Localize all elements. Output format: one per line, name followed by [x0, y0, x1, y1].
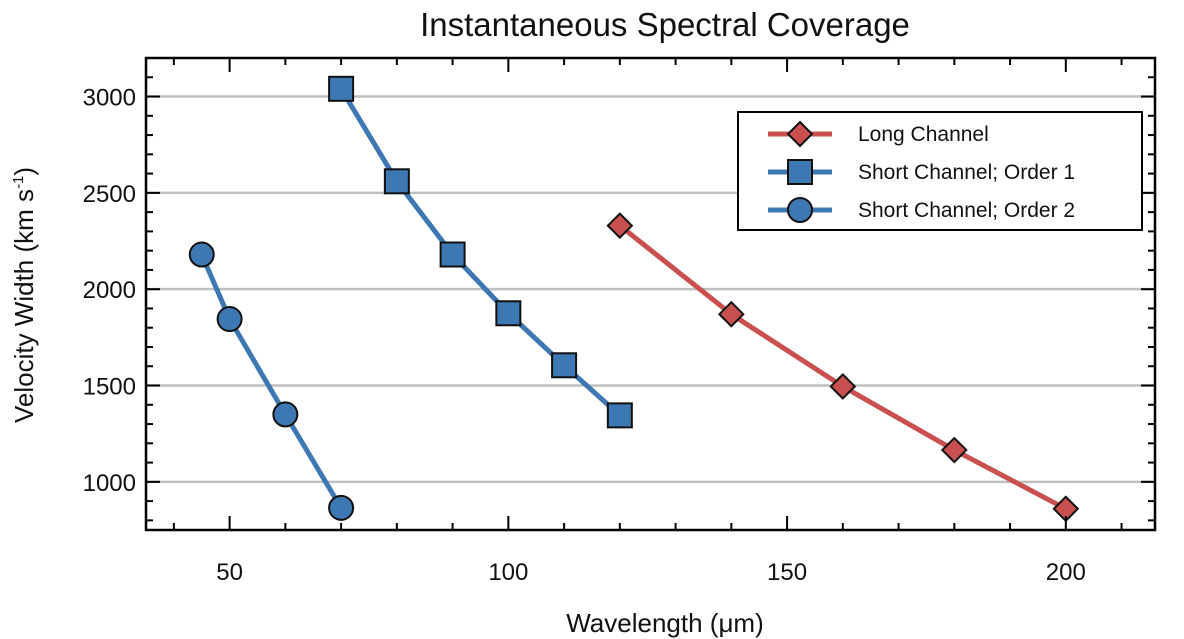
series-square	[328, 75, 633, 429]
series-circle	[188, 241, 355, 521]
legend: Long Channel Short Channel; Order 1 Short …	[737, 111, 1143, 231]
data-point-diamond	[829, 373, 857, 400]
series-layer	[188, 75, 1080, 523]
x-tick-labels: 50 100 150 200	[216, 559, 1086, 586]
x-tick-label: 150	[767, 559, 807, 586]
plot-frame	[144, 56, 1157, 532]
y-tick-label: 2500	[83, 181, 136, 208]
data-point-circle	[328, 494, 355, 521]
y-axis-label-superscript: -1	[10, 176, 27, 189]
data-point-square	[606, 402, 633, 429]
x-tick-label: 200	[1046, 559, 1086, 586]
legend-item: Long Channel	[768, 120, 989, 148]
legend-marker-circle	[787, 197, 813, 223]
data-point-square	[495, 300, 522, 327]
data-point-square	[328, 75, 355, 102]
data-point-square	[383, 168, 410, 195]
legend-marker-diamond	[786, 120, 814, 148]
data-point-square	[551, 352, 578, 379]
y-tick-label: 1000	[83, 470, 136, 497]
data-point-diamond	[606, 212, 634, 240]
y-tick-label: 3000	[83, 85, 136, 112]
legend-label: Short Channel; Order 2	[858, 199, 1075, 222]
data-point-diamond	[940, 436, 968, 464]
legend-item: Short Channel; Order 2	[768, 197, 1075, 223]
x-axis-label: Wavelength (μm)	[566, 608, 764, 638]
legend-item: Short Channel; Order 1	[768, 159, 1075, 185]
legend-marker-square	[787, 159, 813, 185]
chart-title: Instantaneous Spectral Coverage	[420, 6, 910, 43]
data-point-diamond	[717, 300, 745, 328]
series-diamond	[606, 212, 1080, 523]
y-tick-labels: 1000 1500 2000 2500 3000	[83, 85, 136, 497]
series-line	[199, 253, 344, 510]
x-tick-label: 100	[488, 559, 528, 586]
data-point-circle	[272, 401, 299, 428]
y-tick-label: 2000	[83, 277, 136, 304]
legend-items: Long Channel Short Channel; Order 1 Short …	[768, 120, 1075, 223]
series-line	[338, 87, 622, 418]
series-line	[618, 223, 1067, 512]
x-tick-label: 50	[216, 559, 243, 586]
axis-ticks	[146, 57, 1155, 530]
y-tick-label: 1500	[83, 374, 136, 401]
data-point-square	[439, 241, 466, 268]
y-axis-label: Velocity Width (km s-1)	[9, 167, 39, 423]
legend-label: Short Channel; Order 1	[858, 161, 1075, 184]
legend-label: Long Channel	[858, 123, 989, 146]
data-point-circle	[188, 241, 215, 268]
data-point-circle	[216, 306, 243, 333]
